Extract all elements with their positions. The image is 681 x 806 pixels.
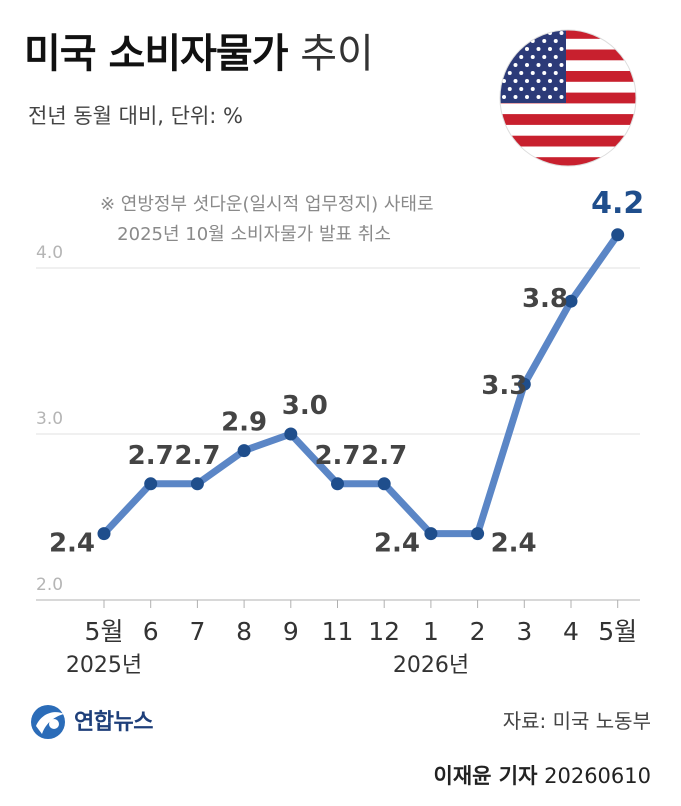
data-point [424,527,438,541]
data-point [377,477,391,491]
chart-note: ※ 연방정부 셧다운(일시적 업무정지) 사태로 2025년 10월 소비자물가… [100,194,434,245]
x-tick-label: 1 [423,617,439,646]
data-label: 2.7 [314,441,360,471]
data-label: 2.4 [491,529,537,559]
data-point [144,477,158,491]
x-tick-label: 5월 [598,617,637,646]
data-label: 2.7 [128,441,174,471]
data-point [471,527,485,541]
series-line [100,231,622,538]
y-tick-label: 3.0 [36,409,63,429]
chart-title: 미국 소비자물가 추이 [24,30,374,78]
x-tick-label: 6 [143,617,159,646]
x-tick-label: 4 [563,617,579,646]
yonhap-logo-icon [31,705,65,739]
us-flag-icon [499,29,637,167]
publish-date: 20260610 [544,764,651,788]
y-axis-labels: 2.0 3.0 4.0 [36,243,63,595]
x-tick-label: 2 [470,617,486,646]
data-label: 2.7 [361,441,407,471]
gridlines [36,267,640,601]
x-tick-label: 8 [236,617,252,646]
reporter-name: 이재윤 기자 [433,764,538,788]
x-tick-label: 5월 [85,617,124,646]
y-tick-label: 2.0 [36,575,63,595]
data-label: 4.2 [591,186,644,221]
data-label: 2.9 [221,408,267,438]
data-point [331,477,344,491]
x-axis-ticks [103,600,619,608]
data-labels: 2.42.7 2.72.93.02.7 2.72.4 2.43.33.84.2 [49,186,644,559]
x-tick-label: 7 [189,617,205,646]
title-sub: 추이 [300,31,374,77]
source-note: 자료: 미국 노동부 [502,709,651,733]
year-label: 2025년 [66,653,142,678]
data-point [611,228,625,242]
chart-subtitle: 전년 동월 대비, 단위: % [28,104,243,128]
data-label: 3.8 [522,284,568,314]
data-point [237,444,251,458]
data-point [517,377,531,391]
data-point [97,527,111,541]
data-label: 2.4 [49,529,95,559]
x-tick-label: 9 [283,617,299,646]
data-point [190,477,204,491]
data-points [97,228,625,541]
data-label: 3.0 [282,391,328,421]
data-label: 3.3 [481,371,527,401]
year-labels: 2025년 2026년 [66,653,469,678]
x-axis-labels: 5월 6 7 8 9 11 12 1 2 3 4 5월 [85,617,638,646]
x-tick-label: 3 [516,617,532,646]
data-point [284,427,298,441]
data-label: 2.4 [374,529,420,559]
byline: 이재윤 기자 20260610 [434,760,652,790]
title-main: 미국 소비자물가 [24,31,289,77]
year-label: 2026년 [393,653,469,678]
x-tick-label: 11 [322,617,354,646]
data-point [564,294,578,308]
logo-text: 연합뉴스 [74,710,153,735]
y-tick-label: 4.0 [36,243,63,263]
x-tick-label: 12 [368,617,400,646]
data-label: 2.7 [174,441,220,471]
